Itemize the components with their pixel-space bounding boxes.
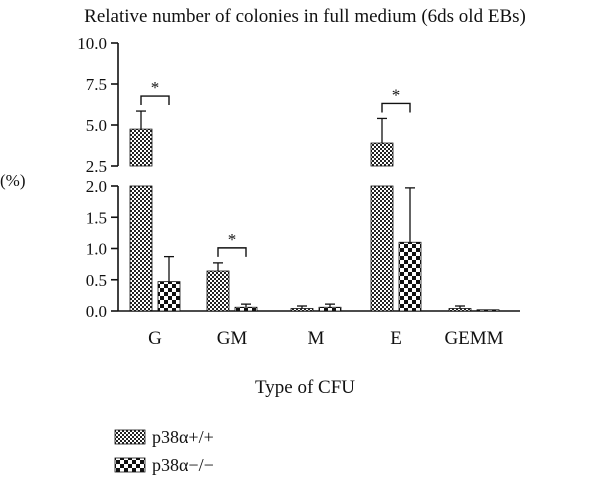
- bracket-line: [381, 102, 411, 113]
- y-tick-label: 1.0: [86, 240, 107, 259]
- error-bar: [377, 117, 387, 144]
- error-bar: [455, 305, 465, 309]
- error-bar: [213, 262, 223, 271]
- significance-brackets: * * *: [140, 78, 411, 257]
- bar-segment: [318, 306, 342, 312]
- y-tick-label: 7.5: [86, 75, 107, 94]
- x-tick-label: G: [148, 328, 162, 349]
- significance-star: *: [392, 85, 401, 104]
- bar-M-ko: [318, 306, 342, 312]
- bar-GM-wt: [206, 270, 230, 312]
- bars: [129, 128, 500, 312]
- significance-G: *: [140, 78, 170, 106]
- significance-E: *: [381, 85, 411, 113]
- legend-item: p38α+/+: [114, 427, 214, 447]
- bar-segment: [476, 309, 500, 312]
- legend-item: p38α−/−: [114, 455, 214, 475]
- bar-segment: [398, 241, 422, 312]
- bracket-line: [217, 247, 247, 257]
- significance-star: *: [228, 230, 237, 249]
- x-tick-label: M: [308, 328, 325, 349]
- y-tick-label: 10.0: [77, 34, 107, 53]
- error-bar: [241, 303, 251, 308]
- x-tick-labels: G GM M E GEMM: [148, 328, 504, 349]
- bar-GEMM-ko: [476, 309, 500, 312]
- bar-segment: [448, 308, 472, 312]
- bar-M-wt: [290, 308, 314, 312]
- x-tick-label: GM: [217, 328, 248, 349]
- y-tick-label: 0.0: [86, 302, 107, 321]
- legend: p38α+/+ p38α−/−: [114, 427, 214, 475]
- y-tick-label: 0.5: [86, 271, 107, 290]
- significance-star: *: [151, 78, 160, 97]
- error-bars: [136, 110, 465, 309]
- y-tick-label: 2.0: [86, 177, 107, 196]
- bar-segment: [370, 142, 394, 167]
- chart-title: Relative number of colonies in full medi…: [84, 6, 526, 27]
- bar-segment: [234, 306, 258, 312]
- legend-swatch: [114, 457, 146, 473]
- legend-label: p38α−/−: [152, 455, 214, 475]
- error-bar: [136, 110, 146, 130]
- x-axis-label: Type of CFU: [255, 377, 355, 398]
- axes: [117, 43, 520, 312]
- legend-swatch: [114, 429, 146, 445]
- y-ticks: 0.0 0.5 1.0 1.5 2.02.5 5.0 7.5 10.0: [77, 34, 118, 321]
- bar-segment: [290, 308, 314, 312]
- bar-segment: [370, 185, 394, 312]
- bar-E-wt: [370, 142, 394, 312]
- error-bar: [297, 305, 307, 309]
- y-tick-label: 2.5: [86, 157, 107, 176]
- error-bar: [405, 187, 415, 243]
- x-tick-label: GEMM: [444, 328, 503, 349]
- x-tick-label: E: [390, 328, 402, 349]
- bar-segment: [157, 281, 181, 312]
- significance-GM: *: [217, 230, 247, 257]
- y-axis-label: (%): [0, 171, 25, 190]
- bar-E-ko: [398, 241, 422, 312]
- error-bar: [164, 255, 174, 282]
- bar-segment: [129, 185, 153, 312]
- bar-G-wt: [129, 128, 153, 312]
- y-tick-label: 1.5: [86, 208, 107, 227]
- bracket-line: [140, 95, 170, 106]
- bar-GM-ko: [234, 306, 258, 312]
- bar-G-ko: [157, 281, 181, 312]
- bar-segment: [206, 270, 230, 312]
- bar-GEMM-wt: [448, 308, 472, 312]
- bar-segment: [129, 128, 153, 167]
- error-bar: [325, 303, 335, 308]
- legend-label: p38α+/+: [152, 427, 214, 447]
- y-tick-label: 5.0: [86, 116, 107, 135]
